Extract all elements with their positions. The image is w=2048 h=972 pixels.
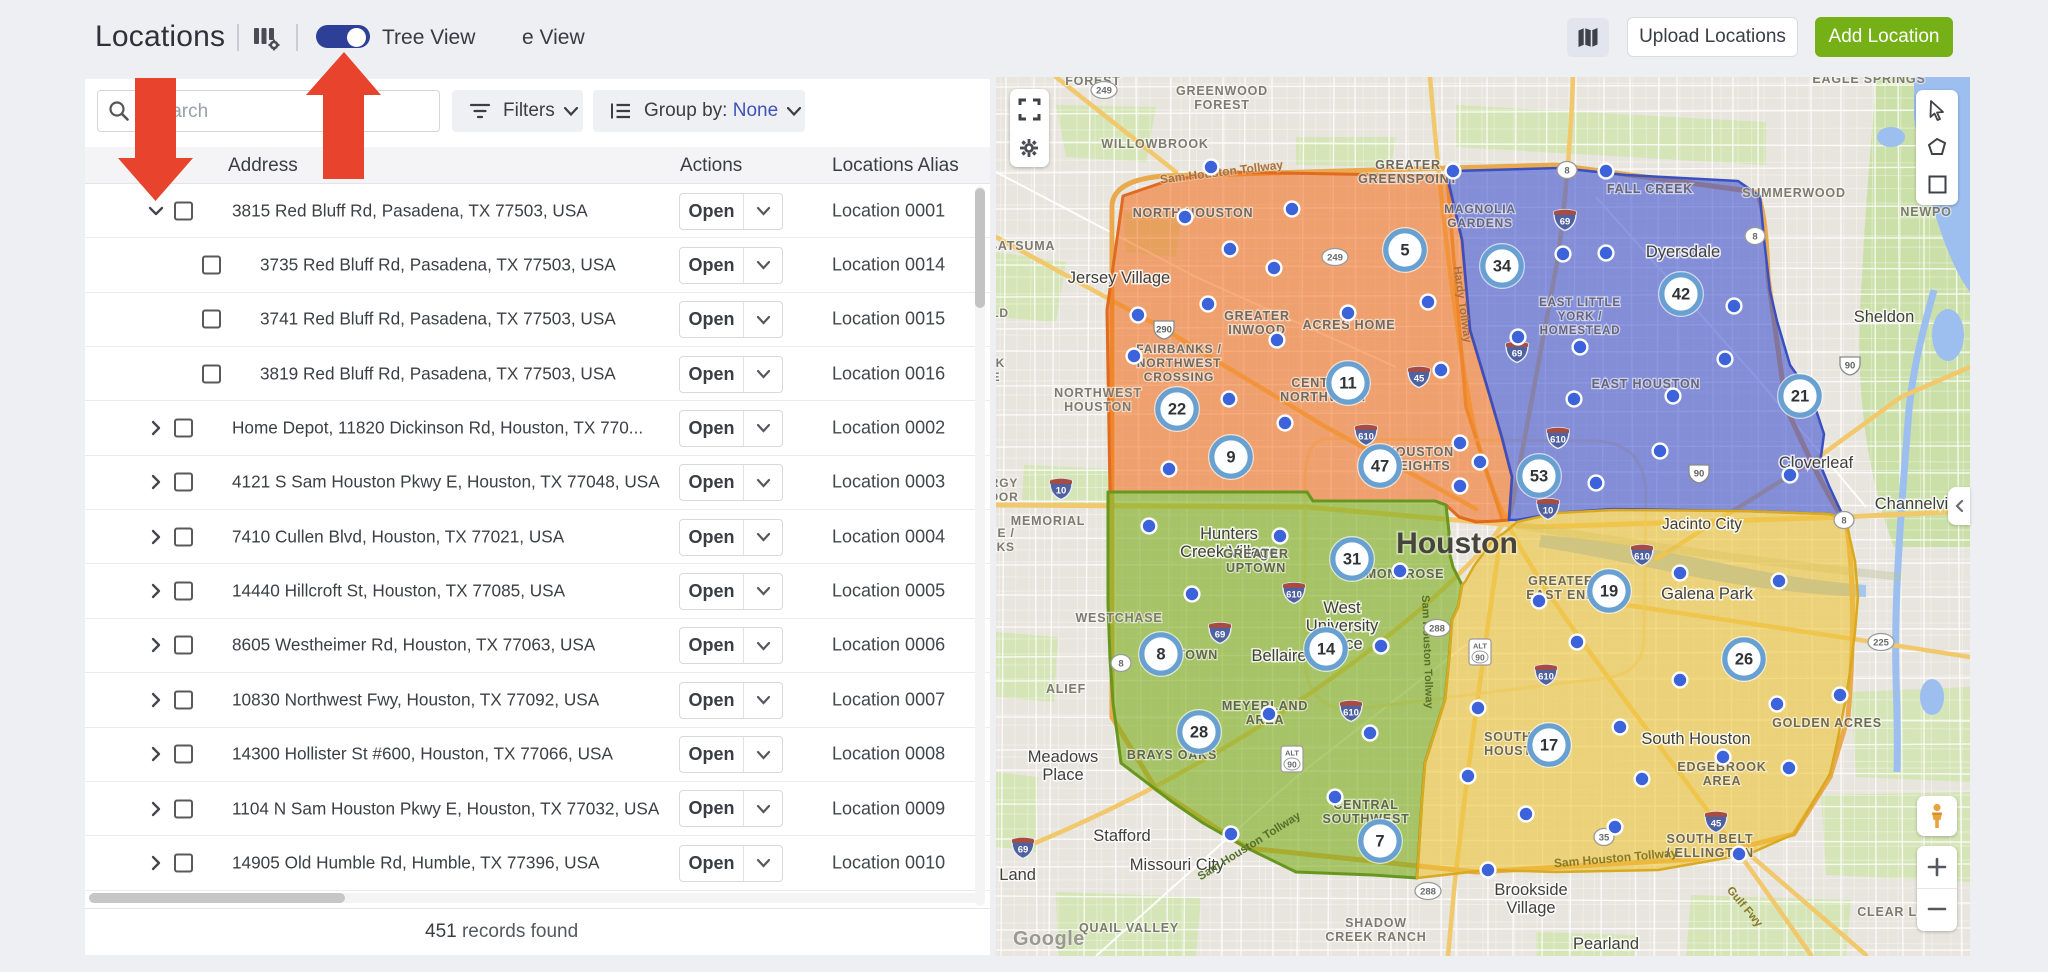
- svg-text:Channelview: Channelview: [1875, 495, 1970, 513]
- svg-text:Missouri City: Missouri City: [1130, 856, 1225, 874]
- svg-text:9: 9: [1226, 449, 1235, 467]
- svg-text:14: 14: [1317, 641, 1336, 659]
- svg-text:69: 69: [1512, 349, 1523, 360]
- svg-text:35: 35: [1599, 833, 1610, 844]
- svg-text:Stafford: Stafford: [1093, 827, 1150, 845]
- svg-text:10: 10: [1056, 486, 1067, 497]
- svg-text:NEWPO: NEWPO: [1900, 205, 1951, 219]
- svg-text:90: 90: [1475, 653, 1485, 663]
- svg-text:19: 19: [1600, 583, 1618, 601]
- svg-text:42: 42: [1672, 286, 1690, 304]
- svg-text:E: E: [996, 370, 1000, 384]
- svg-text:69: 69: [1018, 845, 1029, 856]
- svg-text:AKS: AKS: [996, 540, 1015, 554]
- svg-text:8: 8: [1156, 646, 1165, 664]
- svg-text:WILLOWBROOK: WILLOWBROOK: [1101, 137, 1208, 151]
- svg-text:GOLDEN ACRES: GOLDEN ACRES: [1772, 716, 1882, 730]
- svg-text:8: 8: [1752, 232, 1757, 243]
- svg-text:47: 47: [1371, 458, 1389, 476]
- svg-text:ALT: ALT: [1473, 642, 1487, 651]
- svg-text:ACRES HOME: ACRES HOME: [1303, 318, 1396, 332]
- svg-text:610: 610: [1538, 672, 1554, 683]
- svg-text:288: 288: [1429, 624, 1445, 635]
- svg-text:28: 28: [1190, 724, 1208, 742]
- svg-text:22: 22: [1168, 401, 1186, 419]
- svg-text:249: 249: [1327, 253, 1343, 264]
- svg-text:EAST HOUSTON: EAST HOUSTON: [1592, 377, 1701, 391]
- svg-text:CLEAR LA: CLEAR LA: [1857, 905, 1927, 919]
- svg-text:8: 8: [1118, 659, 1123, 670]
- svg-text:45: 45: [1711, 819, 1722, 830]
- svg-text:Jacinto City: Jacinto City: [1662, 516, 1742, 533]
- svg-text:GE /: GE /: [996, 526, 1015, 540]
- svg-text:90: 90: [1287, 760, 1297, 770]
- svg-text:8: 8: [1564, 166, 1569, 177]
- svg-text:ALIEF: ALIEF: [1046, 682, 1086, 696]
- svg-text:Dyersdale: Dyersdale: [1646, 243, 1720, 261]
- svg-text:LD: LD: [996, 306, 1009, 320]
- svg-text:FALL CREEK: FALL CREEK: [1607, 182, 1693, 196]
- svg-text:MEMORIAL: MEMORIAL: [1011, 514, 1085, 528]
- svg-text:5: 5: [1400, 242, 1409, 260]
- svg-text:ar Land: ar Land: [996, 866, 1036, 884]
- svg-text:26: 26: [1735, 651, 1753, 669]
- svg-text:7: 7: [1375, 833, 1384, 851]
- svg-text:90: 90: [1845, 361, 1856, 372]
- svg-text:225: 225: [1873, 638, 1890, 649]
- svg-text:EK: EK: [996, 356, 1005, 370]
- svg-text:17: 17: [1540, 737, 1558, 755]
- svg-text:34: 34: [1493, 258, 1512, 276]
- svg-text:610: 610: [1634, 552, 1650, 563]
- svg-text:10: 10: [1543, 506, 1554, 517]
- svg-text:QUAIL VALLEY: QUAIL VALLEY: [1079, 921, 1179, 935]
- svg-text:21: 21: [1791, 388, 1809, 406]
- svg-text:11: 11: [1339, 375, 1356, 393]
- svg-text:Sheldon: Sheldon: [1854, 308, 1915, 326]
- svg-text:Bellaire: Bellaire: [1251, 647, 1306, 665]
- svg-text:8: 8: [1841, 516, 1846, 527]
- svg-text:South Houston: South Houston: [1641, 730, 1750, 748]
- svg-text:Pearland: Pearland: [1573, 935, 1639, 953]
- svg-text:RGYDOR: RGYDOR: [996, 476, 1019, 504]
- svg-text:Galena Park: Galena Park: [1661, 585, 1753, 603]
- svg-text:610: 610: [1286, 590, 1302, 601]
- svg-text:EAGLE SPRINGS: EAGLE SPRINGS: [1812, 77, 1925, 86]
- svg-text:SUMMERWOOD: SUMMERWOOD: [1742, 186, 1846, 200]
- svg-text:53: 53: [1530, 468, 1548, 486]
- svg-text:69: 69: [1560, 217, 1571, 228]
- svg-text:45: 45: [1414, 374, 1425, 385]
- svg-text:Jersey Village: Jersey Village: [1068, 269, 1170, 287]
- svg-text:31: 31: [1343, 551, 1361, 569]
- svg-text:Google: Google: [1013, 928, 1085, 950]
- svg-text:Cloverleaf: Cloverleaf: [1779, 454, 1854, 472]
- svg-text:ALT: ALT: [1285, 749, 1299, 758]
- svg-text:90: 90: [1694, 469, 1705, 480]
- svg-text:290: 290: [1156, 325, 1172, 336]
- svg-text:610: 610: [1550, 435, 1566, 446]
- svg-text:WESTCHASE: WESTCHASE: [1075, 611, 1162, 625]
- svg-text:610: 610: [1358, 432, 1374, 443]
- svg-text:249: 249: [1096, 86, 1112, 97]
- svg-text:Houston: Houston: [1396, 527, 1518, 560]
- svg-text:288: 288: [1420, 887, 1436, 898]
- svg-text:610: 610: [1343, 708, 1359, 719]
- svg-text:69: 69: [1215, 630, 1226, 641]
- svg-text:SATSUMA: SATSUMA: [996, 239, 1055, 253]
